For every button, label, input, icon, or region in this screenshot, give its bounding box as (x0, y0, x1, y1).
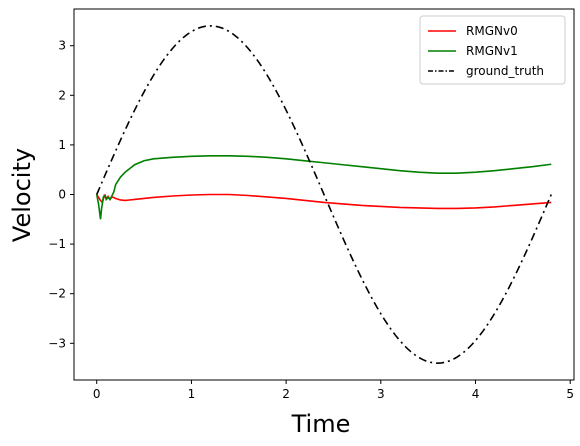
legend: RMGNv0 RMGNv1 ground_truth (419, 15, 566, 85)
x-tick-label: 0 (93, 387, 101, 401)
y-tick-label: −3 (48, 336, 66, 350)
legend-label: ground_truth (466, 64, 544, 78)
series-line-ground-truth (95, 25, 553, 364)
x-tick-label: 5 (566, 387, 574, 401)
y-tick-label: 1 (58, 138, 66, 152)
x-tick-label: 1 (188, 387, 196, 401)
x-axis-label: Time (291, 410, 351, 438)
y-tick-label: 2 (58, 88, 66, 102)
series-line-rmgnv1 (95, 155, 552, 220)
legend-label: RMGNv1 (466, 44, 518, 58)
x-tick-label: 2 (282, 387, 290, 401)
plot-lines (95, 25, 553, 364)
x-axis: 0 1 2 3 4 5 (93, 380, 574, 401)
x-tick-label: 3 (377, 387, 385, 401)
y-tick-label: 3 (58, 39, 66, 53)
series-line-rmgnv0 (96, 193, 552, 210)
legend-label: RMGNv0 (466, 24, 518, 38)
y-tick-label: −2 (48, 287, 66, 301)
x-tick-label: 4 (472, 387, 480, 401)
y-tick-label: −1 (48, 237, 66, 251)
y-axis-label: Velocity (8, 148, 36, 242)
y-axis: −3 −2 −1 0 1 2 3 (48, 39, 74, 350)
legend-box (419, 15, 566, 85)
y-tick-label: 0 (58, 188, 66, 202)
